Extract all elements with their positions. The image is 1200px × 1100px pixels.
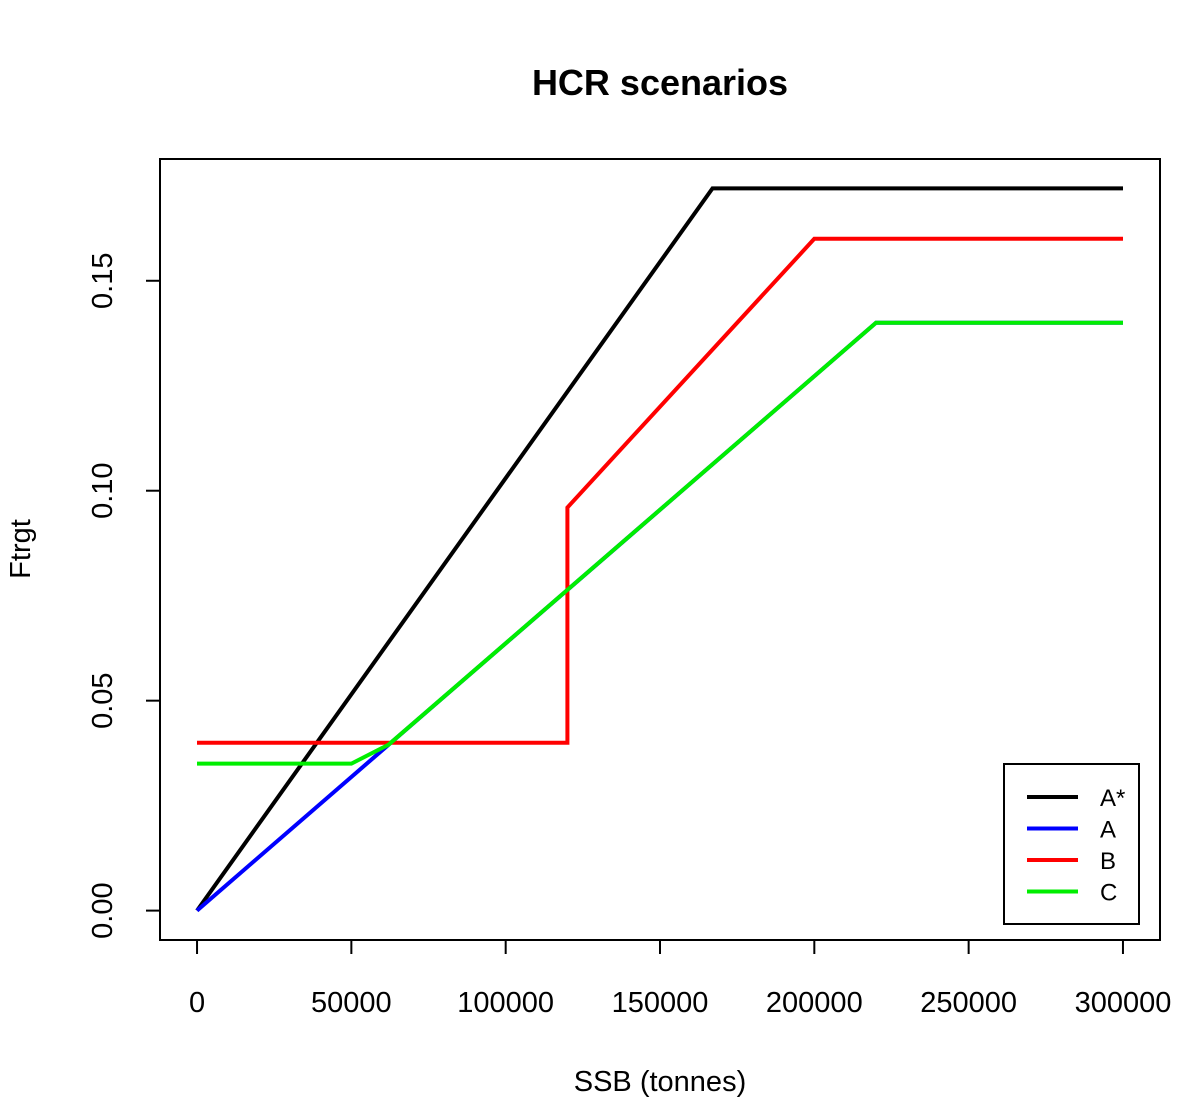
x-tick-label: 100000 xyxy=(457,987,554,1019)
chart-title: HCR scenarios xyxy=(532,62,788,103)
x-tick-label: 0 xyxy=(189,987,205,1019)
x-tick-label: 150000 xyxy=(612,987,709,1019)
y-tick-label: 0.10 xyxy=(87,462,119,518)
legend-label-2: B xyxy=(1100,848,1116,875)
series-line-0 xyxy=(195,186,1123,912)
legend-label-1: A xyxy=(1100,817,1116,844)
legend-box xyxy=(1003,763,1140,925)
legend: A* ABC xyxy=(1003,763,1140,925)
x-tick-label: 50000 xyxy=(311,987,392,1019)
series-lines xyxy=(195,186,1123,913)
x-axis-label: SSB (tonnes) xyxy=(574,1066,746,1098)
y-tick-label: 0.00 xyxy=(87,882,119,938)
series-line-2 xyxy=(197,236,1123,745)
y-tick-label: 0.05 xyxy=(87,672,119,728)
legend-label-3: C xyxy=(1100,880,1117,907)
series-line-1 xyxy=(195,320,1123,913)
x-axis: 0 50000 100000 150000 200000 250000 300000 xyxy=(189,939,1172,1019)
y-tick-label: 0.15 xyxy=(87,253,119,309)
x-tick-label: 200000 xyxy=(766,987,863,1019)
x-tick-label: 250000 xyxy=(920,987,1017,1019)
x-tick-label: 300000 xyxy=(1075,987,1172,1019)
legend-label-0: A* xyxy=(1100,785,1125,812)
y-axis: 0.00 0.05 0.10 0.15 xyxy=(87,253,161,939)
y-axis-label: Ftrgt xyxy=(5,519,37,579)
series-line-3 xyxy=(197,320,1123,766)
